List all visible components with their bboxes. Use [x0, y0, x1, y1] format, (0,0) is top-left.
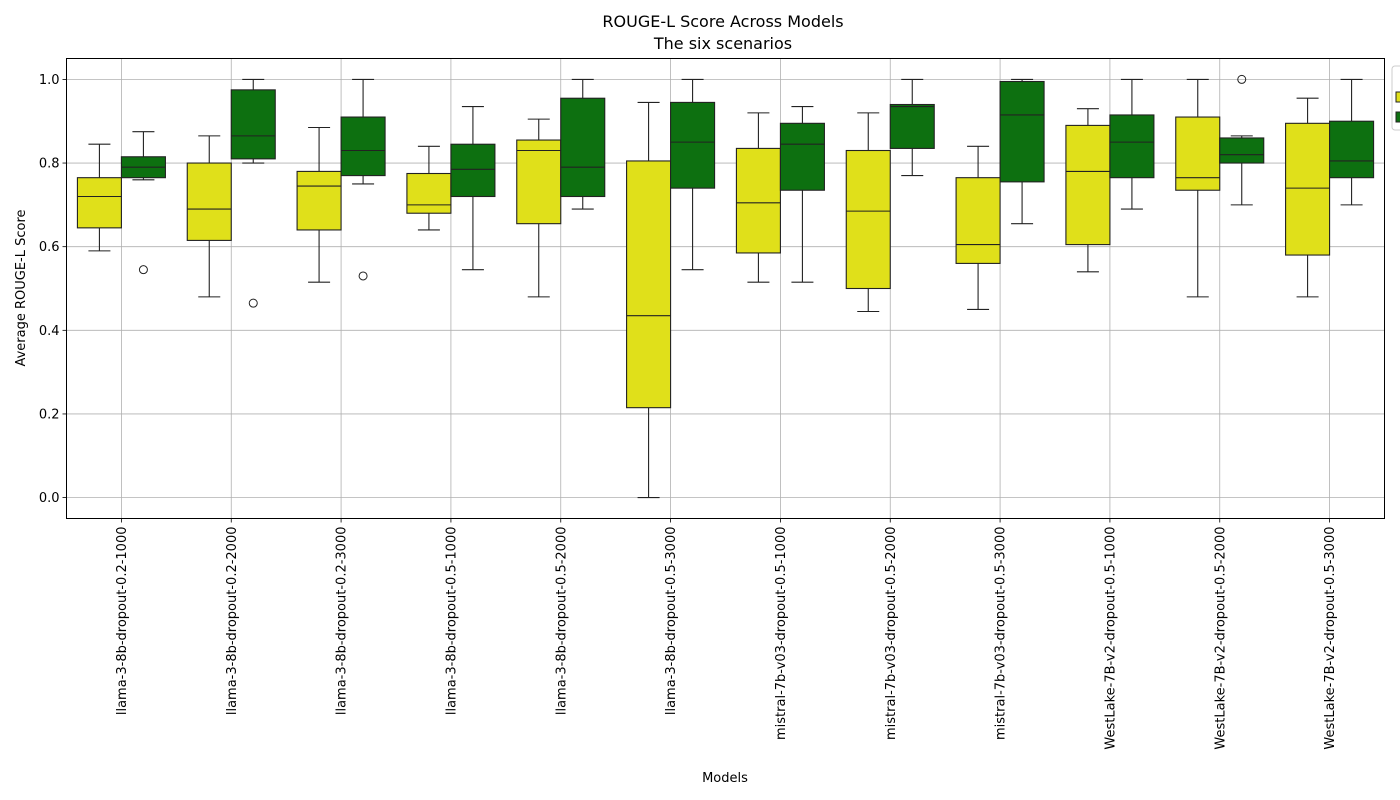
x-tick-label: llama-3-8b-dropout-0.2-1000 — [115, 527, 130, 716]
x-tick-label: mistral-7b-v03-dropout-0.5-1000 — [774, 527, 789, 741]
outlier-point — [138, 265, 148, 275]
x-tick-label: llama-3-8b-dropout-0.5-3000 — [664, 527, 679, 716]
box-WestLake-7B-v2-dropout-0.5-1000-series-1 — [1065, 108, 1111, 273]
x-tick-label: WestLake-7B-v2-dropout-0.5-3000 — [1323, 527, 1338, 750]
box-llama-3-8b-dropout-0.2-2000-series-1 — [186, 135, 232, 298]
box-mistral-7b-v03-dropout-0.5-1000-series-2 — [779, 106, 825, 283]
outlier-point — [358, 271, 368, 281]
iqr-box — [735, 147, 781, 254]
box-WestLake-7B-v2-dropout-0.5-3000-series-1 — [1285, 97, 1331, 298]
x-tick-label: WestLake-7B-v2-dropout-0.5-1000 — [1103, 527, 1118, 750]
box-mistral-7b-v03-dropout-0.5-3000-series-2 — [999, 78, 1045, 225]
iqr-box — [1065, 124, 1111, 246]
legend-swatch-series-2 — [1395, 111, 1400, 123]
box-llama-3-8b-dropout-0.5-2000-series-1 — [516, 118, 562, 298]
box-mistral-7b-v03-dropout-0.5-2000-series-2 — [889, 78, 935, 177]
box-llama-3-8b-dropout-0.2-3000-series-1 — [296, 126, 342, 283]
x-tick-label: mistral-7b-v03-dropout-0.5-3000 — [994, 527, 1009, 741]
outlier-point — [1237, 74, 1247, 84]
outlier-point — [248, 298, 258, 308]
legend[interactable] — [1391, 65, 1400, 131]
box-llama-3-8b-dropout-0.5-1000-series-2 — [450, 106, 496, 271]
y-tick-label: 0.6 — [39, 240, 60, 255]
iqr-box — [999, 80, 1045, 183]
box-layer — [76, 74, 1375, 499]
y-tick-label: 0.8 — [39, 157, 60, 172]
iqr-box — [889, 103, 935, 149]
iqr-box — [406, 172, 452, 214]
x-tick-label: llama-3-8b-dropout-0.5-1000 — [444, 527, 459, 716]
box-WestLake-7B-v2-dropout-0.5-1000-series-2 — [1109, 78, 1155, 210]
box-llama-3-8b-dropout-0.5-2000-series-2 — [560, 78, 606, 210]
iqr-box — [1285, 122, 1331, 256]
x-tick-label: mistral-7b-v03-dropout-0.5-2000 — [884, 527, 899, 741]
box-mistral-7b-v03-dropout-0.5-3000-series-1 — [955, 145, 1001, 310]
chart-title: ROUGE-L Score Across Models — [602, 12, 844, 31]
box-WestLake-7B-v2-dropout-0.5-3000-series-2 — [1329, 78, 1375, 206]
box-llama-3-8b-dropout-0.5-1000-series-1 — [406, 145, 452, 231]
y-tick-label: 0.0 — [39, 491, 60, 506]
y-tick-label: 0.4 — [39, 324, 60, 339]
box-llama-3-8b-dropout-0.5-3000-series-1 — [626, 101, 672, 499]
iqr-box — [76, 177, 122, 229]
iqr-box — [516, 139, 562, 225]
iqr-box — [670, 101, 716, 189]
iqr-box — [779, 122, 825, 191]
x-tick-label: llama-3-8b-dropout-0.5-2000 — [554, 527, 569, 716]
box-llama-3-8b-dropout-0.2-2000-series-2 — [230, 78, 276, 308]
box-llama-3-8b-dropout-0.2-1000-series-2 — [120, 131, 166, 275]
legend-swatch-series-1 — [1395, 91, 1400, 103]
plot-area-frame — [66, 58, 1385, 519]
iqr-box — [1219, 137, 1265, 164]
y-axis-label: Average ROUGE-L Score — [14, 209, 29, 366]
y-tick-label: 1.0 — [39, 73, 60, 88]
box-llama-3-8b-dropout-0.2-1000-series-1 — [76, 143, 122, 252]
iqr-box — [340, 116, 386, 177]
iqr-box — [626, 160, 672, 409]
x-tick-label: llama-3-8b-dropout-0.2-2000 — [225, 527, 240, 716]
iqr-box — [1175, 116, 1221, 191]
iqr-box — [1329, 120, 1375, 179]
chart-subtitle: The six scenarios — [653, 34, 793, 53]
iqr-box — [450, 143, 496, 198]
x-tick-label: llama-3-8b-dropout-0.2-3000 — [335, 527, 350, 716]
iqr-box — [1109, 114, 1155, 179]
tick-layer: 0.0 0.2 0.4 0.6 0.8 1.0 llama-3-8b-dropout-0.2… — [39, 73, 1338, 750]
iqr-box — [296, 170, 342, 231]
x-tick-label: WestLake-7B-v2-dropout-0.5-2000 — [1213, 527, 1228, 750]
box-mistral-7b-v03-dropout-0.5-2000-series-1 — [845, 112, 891, 313]
iqr-box — [186, 162, 232, 241]
box-WestLake-7B-v2-dropout-0.5-2000-series-2 — [1219, 74, 1265, 206]
box-llama-3-8b-dropout-0.5-3000-series-2 — [670, 78, 716, 271]
iqr-box — [845, 149, 891, 290]
x-axis-label: Models — [702, 771, 748, 786]
iqr-box — [955, 177, 1001, 264]
y-tick-label: 0.2 — [39, 407, 60, 422]
box-llama-3-8b-dropout-0.2-3000-series-2 — [340, 78, 386, 281]
box-WestLake-7B-v2-dropout-0.5-2000-series-1 — [1175, 78, 1221, 298]
iqr-box — [230, 89, 276, 160]
iqr-box — [560, 97, 606, 198]
box-mistral-7b-v03-dropout-0.5-1000-series-1 — [735, 112, 781, 283]
